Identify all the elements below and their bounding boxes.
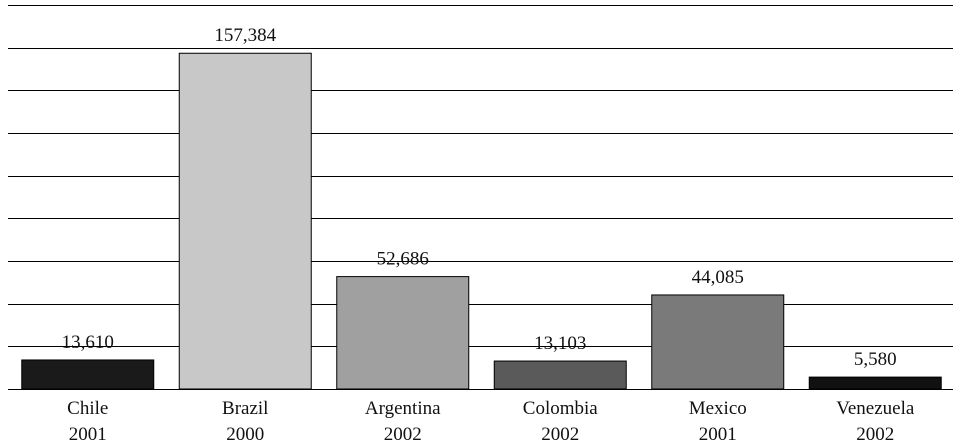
labels: 13,610 Chile 2001 157,384 Brazil 2000 52,686 Ar… (62, 25, 915, 445)
category-label: Chile (67, 398, 108, 419)
data-label: 13,103 (534, 333, 586, 354)
bar-mexico (651, 294, 785, 390)
category-label: Mexico (689, 398, 747, 419)
category-label: Argentina (365, 398, 441, 419)
category-year-label: 2000 (226, 424, 264, 445)
bar-argentina (336, 276, 470, 390)
data-label: 13,610 (62, 332, 114, 353)
category-year-label: 2001 (69, 424, 107, 445)
category-label: Colombia (523, 398, 599, 419)
bar-chile (21, 359, 155, 390)
data-label: 5,580 (854, 349, 897, 370)
category-label: Brazil (222, 398, 268, 419)
data-label: 52,686 (377, 249, 429, 270)
category-year-label: 2002 (384, 424, 422, 445)
bar-colombia (493, 360, 627, 390)
data-label: 44,085 (692, 267, 744, 288)
bars (21, 52, 942, 390)
gridlines (8, 5, 953, 390)
bar-brazil (178, 52, 312, 390)
bar-venezuela (808, 376, 942, 390)
category-year-label: 2002 (541, 424, 579, 445)
data-label: 157,384 (214, 25, 276, 46)
category-year-label: 2001 (699, 424, 737, 445)
category-label: Venezuela (836, 398, 915, 419)
category-year-label: 2002 (856, 424, 894, 445)
